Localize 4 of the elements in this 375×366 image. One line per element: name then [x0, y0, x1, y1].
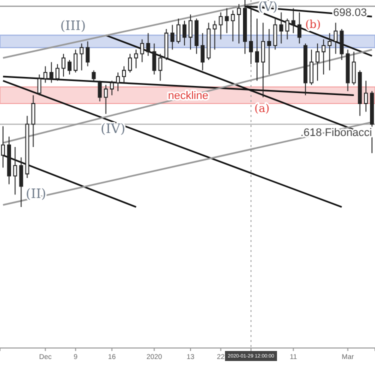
annotation: (III)	[60, 19, 86, 34]
annotation: (b)	[305, 18, 321, 31]
annotation: (IV)	[100, 122, 126, 137]
annotation: (a)	[254, 102, 270, 115]
